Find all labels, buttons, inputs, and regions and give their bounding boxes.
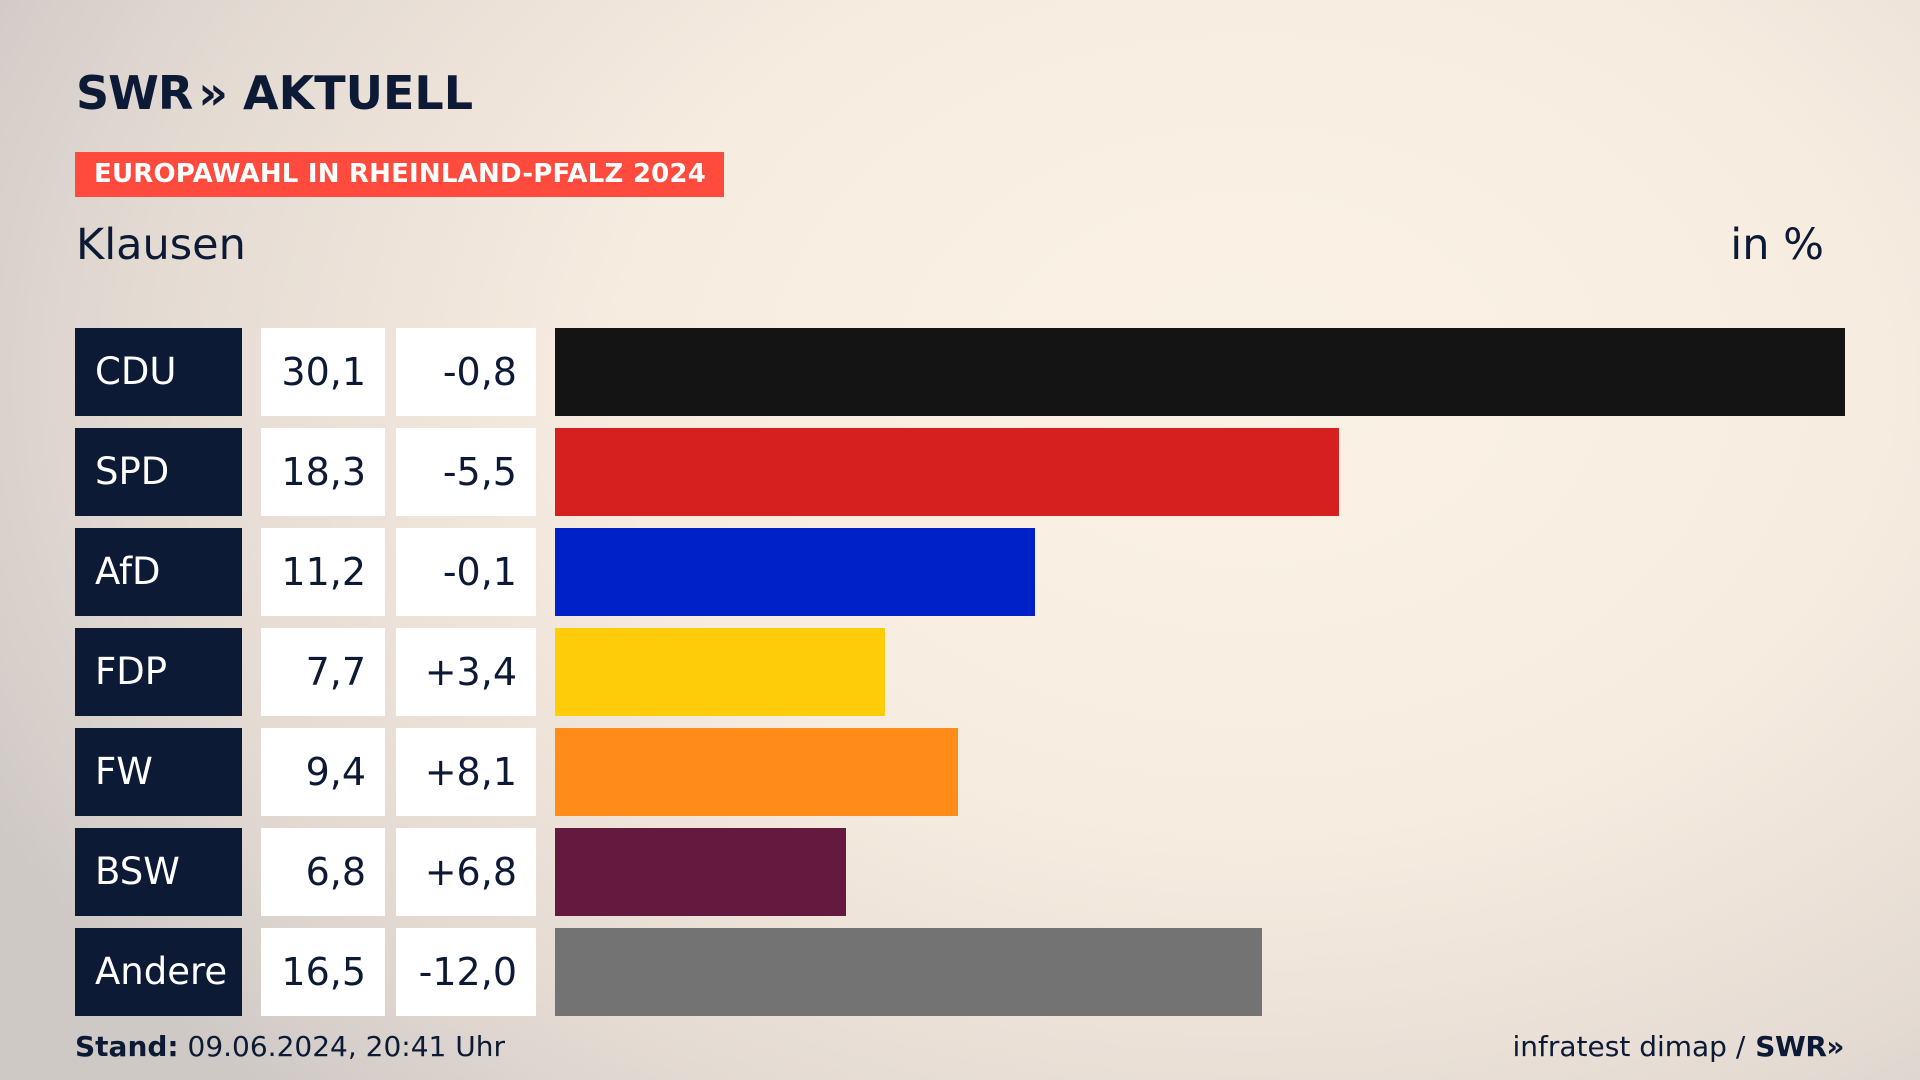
result-row: AfD 11,2 -0,1 [75, 528, 1845, 616]
vote-share-value: 30,1 [261, 328, 385, 416]
change-value: -0,1 [396, 528, 536, 616]
result-bar [555, 828, 846, 916]
vote-share-value: 6,8 [261, 828, 385, 916]
result-row: BSW 6,8 +6,8 [75, 828, 1845, 916]
change-value: -12,0 [396, 928, 536, 1016]
change-value: +3,4 [396, 628, 536, 716]
party-label: FDP [75, 628, 242, 716]
change-value: +6,8 [396, 828, 536, 916]
timestamp: Stand: 09.06.2024, 20:41 Uhr [75, 1030, 505, 1063]
swr-aktuell-logo: SWR » AKTUELL [76, 66, 473, 120]
result-bar [555, 728, 958, 816]
result-row: SPD 18,3 -5,5 [75, 428, 1845, 516]
logo-chevron-icon: » [198, 66, 228, 120]
result-bar [555, 528, 1035, 616]
logo-subtitle: AKTUELL [243, 66, 474, 120]
party-label: FW [75, 728, 242, 816]
change-value: -0,8 [396, 328, 536, 416]
source-credit: infratest dimap / SWR» [1512, 1030, 1844, 1063]
place-name: Klausen [76, 220, 246, 270]
vote-share-value: 9,4 [261, 728, 385, 816]
vote-share-value: 7,7 [261, 628, 385, 716]
result-bar [555, 928, 1262, 1016]
election-banner: EUROPAWAHL IN RHEINLAND-PFALZ 2024 [75, 152, 724, 197]
result-row: FDP 7,7 +3,4 [75, 628, 1845, 716]
result-row: CDU 30,1 -0,8 [75, 328, 1845, 416]
party-label: Andere [75, 928, 242, 1016]
logo-brand: SWR [76, 66, 193, 120]
source-text: infratest dimap / [1512, 1030, 1746, 1063]
swr-small-logo: SWR» [1755, 1030, 1844, 1063]
result-bar [555, 328, 1845, 416]
party-label: AfD [75, 528, 242, 616]
change-value: -5,5 [396, 428, 536, 516]
change-value: +8,1 [396, 728, 536, 816]
result-bar [555, 628, 885, 716]
stand-label: Stand: [75, 1030, 179, 1063]
stand-value: 09.06.2024, 20:41 Uhr [178, 1030, 505, 1063]
result-bar [555, 428, 1339, 516]
party-label: SPD [75, 428, 242, 516]
result-row: Andere 16,5 -12,0 [75, 928, 1845, 1016]
vote-share-value: 18,3 [261, 428, 385, 516]
party-label: BSW [75, 828, 242, 916]
vote-share-value: 16,5 [261, 928, 385, 1016]
unit-label: in % [1730, 220, 1824, 270]
vote-share-value: 11,2 [261, 528, 385, 616]
party-label: CDU [75, 328, 242, 416]
result-row: FW 9,4 +8,1 [75, 728, 1845, 816]
